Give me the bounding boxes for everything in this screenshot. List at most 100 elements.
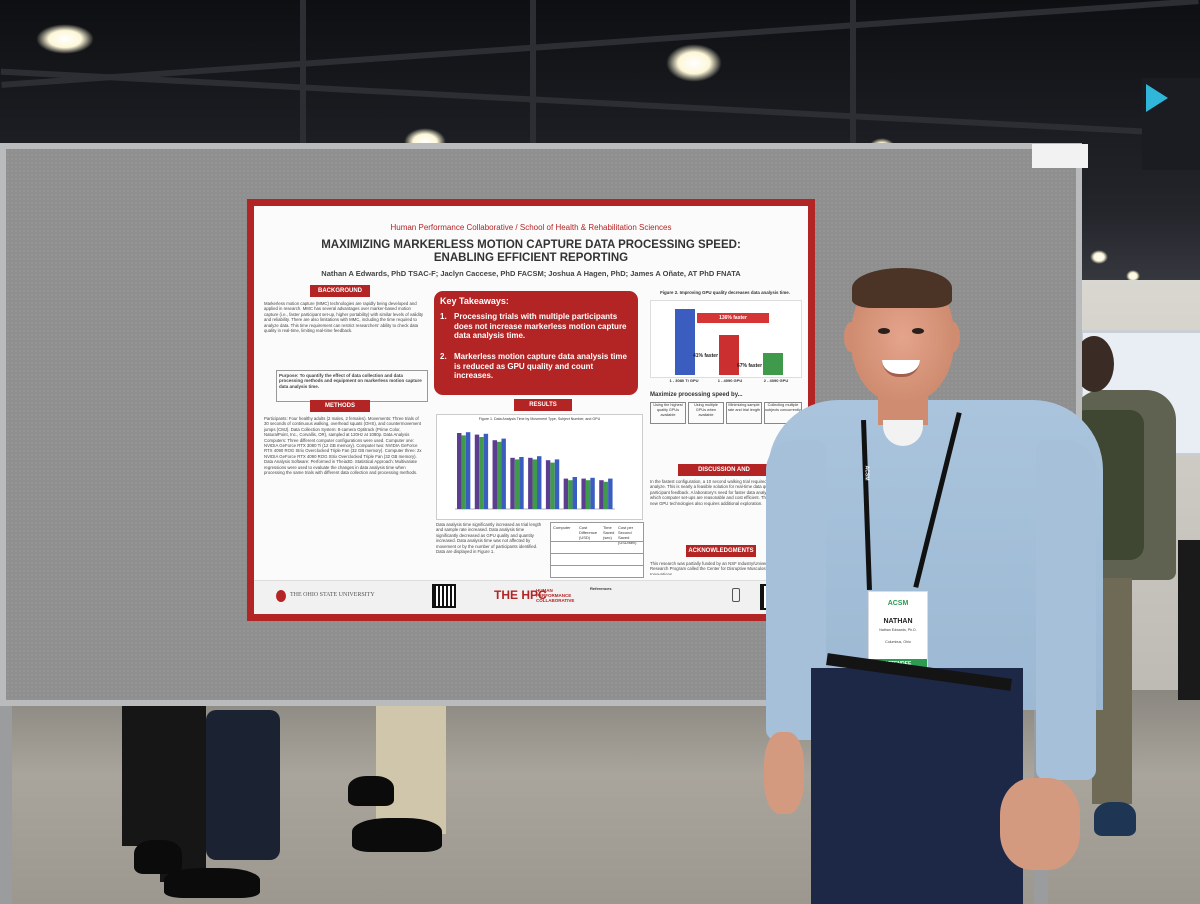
ceiling-beam (530, 0, 536, 150)
section-header-background: BACKGROUND (310, 285, 370, 297)
table-header-cost: Cost Difference (USD) (579, 525, 598, 540)
bystander-shoe (1094, 802, 1136, 836)
maximize-heading: Maximize processing speed by... (650, 392, 743, 398)
figure2-gpu-label: 1 - 3080 Ti GPU (669, 378, 699, 383)
poster-authors: Nathan A Edwards, PhD TSAC-F; Jaclyn Cac… (321, 269, 741, 278)
figure1-bar (554, 459, 560, 509)
figure2-arrow-136: 136% faster (697, 313, 769, 323)
badge-city: Columbus, Ohio (885, 640, 911, 644)
badge-logo: ACSM (887, 600, 909, 607)
figure1-bar (563, 478, 569, 509)
table-rule (551, 553, 643, 554)
presenter-hand (1000, 778, 1080, 870)
poster-title: MAXIMIZING MARKERLESS MOTION CAPTURE DAT… (254, 239, 808, 265)
figure1-bar (514, 459, 520, 509)
overhead-screen (1142, 78, 1200, 170)
figure1-bar (537, 456, 542, 509)
figure1-title: Figure 1. Data Analysis Time by Movement… (478, 417, 601, 421)
maximize-item: Using multiple GPUs when available (688, 402, 724, 424)
figure2-bar-3080ti (675, 309, 695, 375)
section-header-methods: METHODS (310, 400, 370, 412)
key-takeaways-heading: Key Takeaways: (440, 296, 509, 306)
figure1-bar (568, 480, 573, 509)
figure1-bar (457, 433, 462, 509)
section-header-results: RESULTS (514, 399, 572, 411)
presenter-sleeve-right (1036, 440, 1096, 780)
figure1-bar (519, 457, 524, 509)
badge-fullname: Nathan Edwards, Ph.D. (879, 628, 917, 632)
footer-hpc-logo: THE HPC (494, 588, 547, 602)
table-header-cost-per-second: Cost per Second Saved (USD/sec) (618, 525, 637, 545)
figure2-gpu-label: 2 - 4090 GPU (763, 378, 789, 383)
figure1-bar (479, 437, 484, 509)
presenter-eye (912, 328, 924, 334)
figure1-plot (455, 432, 615, 510)
figure2-label-67: 67% faster (737, 363, 763, 369)
badge-name: NATHAN (883, 618, 913, 625)
key-takeaways-box: Key Takeaways: 1. Processing trials with… (434, 291, 638, 395)
discussion-text: In the fastest configuration, a 10 secon… (650, 479, 799, 506)
table-rule (551, 541, 643, 542)
presenter-eye (878, 328, 890, 334)
presenter-hair (852, 268, 952, 308)
figure1-bar (510, 457, 515, 509)
figure1-bar (545, 460, 551, 509)
background-text: Markerless motion capture (MMC) technolo… (264, 301, 424, 334)
figure2-gpu-label: 1 - 4090 GPU (717, 378, 743, 383)
bystander-legs (122, 706, 162, 846)
qr-code-icon (432, 584, 456, 608)
ceiling-light (1126, 270, 1140, 282)
poster-institution: Human Performance Collaborative / School… (390, 223, 672, 232)
figure1-bar (528, 457, 533, 509)
methods-text: Participants: Four healthy adults (2 mal… (264, 416, 422, 476)
list-number: 1. (440, 312, 447, 321)
list-number: 2. (440, 352, 447, 361)
lanyard-text: ACSM (863, 465, 870, 481)
poster-footer (254, 580, 808, 614)
figure2-title: Figure 2. Improving GPU quality decrease… (660, 290, 790, 295)
bystander-legs (376, 706, 446, 834)
figure1-bar (581, 478, 586, 509)
poster-title-line2: ENABLING EFFICIENT REPORTING (433, 252, 629, 264)
bystander-shoe (352, 818, 442, 852)
figure2-bar-2x4090 (763, 353, 783, 375)
research-poster: Human Performance Collaborative / School… (247, 199, 815, 621)
board-number-card (1032, 144, 1088, 168)
table-header-computer: Computer (553, 525, 571, 530)
ceiling-light (36, 24, 94, 54)
ceiling-light (1090, 250, 1108, 264)
cost-table: Computer Cost Difference (USD) Time Save… (550, 522, 644, 578)
footer-university: THE OHIO STATE UNIVERSITY (290, 592, 375, 598)
footer-references: References (590, 586, 612, 591)
osu-logo-icon (276, 590, 286, 602)
attendee-badge: ACSM NATHAN Nathan Edwards, Ph.D. Columb… (868, 591, 928, 671)
figure1-bar (461, 435, 466, 509)
phone-icon (732, 588, 740, 602)
figure1-bar (572, 477, 577, 509)
figure1-bar (585, 480, 591, 509)
figure1-bar (492, 440, 497, 509)
footer-hpc-sub: HUMAN PERFORMANCE COLLABORATIVE (536, 588, 575, 603)
presenter-hand (764, 732, 804, 814)
section-header-acknowledgments: ACKNOWLEDGMENTS (686, 545, 756, 557)
bystander-shoe (134, 840, 182, 874)
bystander-shoe (164, 868, 260, 898)
figure1-bar (497, 441, 502, 509)
figure1-bar (603, 481, 609, 509)
board-leg (0, 706, 12, 904)
maximize-item: Minimizing sample rate and trial length (726, 402, 762, 424)
ceiling-beam (850, 0, 856, 150)
figure1-chart: Figure 1. Data Analysis Time by Movement… (436, 414, 643, 520)
figure1-bar (474, 434, 480, 509)
poster-title-line1: MAXIMIZING MARKERLESS MOTION CAPTURE DAT… (321, 239, 741, 251)
bystander-bag (206, 710, 280, 860)
table-rule (551, 565, 643, 566)
figure2-label-41: 41% faster (693, 353, 719, 359)
presenter-pants (811, 668, 1023, 904)
table-header-time: Time Saved (sec) (603, 525, 615, 540)
figure1-bar (590, 477, 595, 509)
figure1-bar (465, 432, 471, 509)
figure2-chart: 136% faster 41% faster 67% faster (650, 300, 802, 378)
figure1-bar (599, 480, 604, 509)
figure2-bar-4090 (719, 335, 739, 375)
